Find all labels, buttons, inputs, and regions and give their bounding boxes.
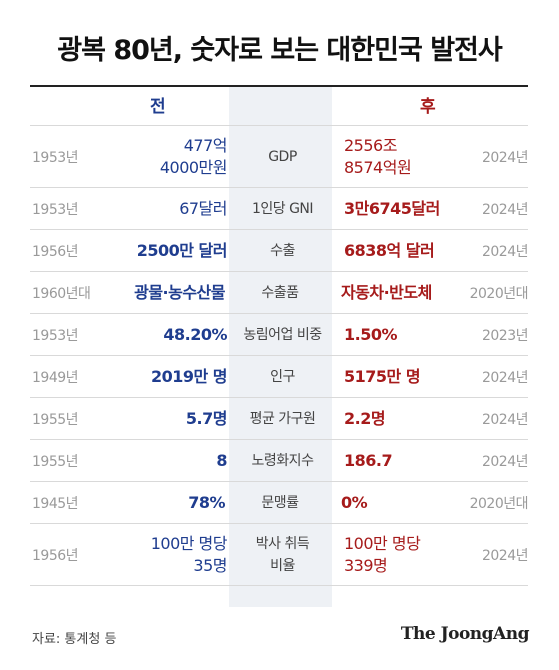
table-row: 1960년대 광물·농수산물 수출품 자동차·반도체 2020년대 — [30, 271, 529, 313]
table-row: 1953년 477억 4000만원 GDP 2556조 8574억원 2024년 — [30, 125, 529, 187]
after-year: 2020년대 — [469, 285, 529, 302]
before-year: 1956년 — [32, 547, 79, 564]
indicator-label: 농림어업 비중 — [243, 326, 322, 343]
before-year: 1956년 — [32, 243, 79, 260]
indicator-label: 노령화지수 — [251, 452, 314, 469]
before-year: 1955년 — [32, 453, 79, 470]
table-row: 1953년 67달러 1인당 GNI 3만6745달러 2024년 — [30, 187, 529, 229]
table-row: 1953년 48.20% 농림어업 비중 1.50% 2023년 — [30, 313, 529, 355]
before-year: 1955년 — [32, 411, 79, 428]
after-value: 3만6745달러 — [344, 198, 440, 218]
source-note: 자료: 통계청 등 — [32, 632, 117, 647]
after-value: 6838억 달러 — [344, 240, 435, 260]
indicator-label: 평균 가구원 — [249, 410, 316, 427]
after-value: 100만 명당 339명 — [344, 533, 421, 575]
before-year: 1953년 — [32, 201, 79, 218]
after-value: 자동차·반도체 — [340, 282, 432, 302]
before-value: 48.20% — [163, 324, 227, 344]
table-row: 1955년 5.7명 평균 가구원 2.2명 2024년 — [30, 397, 529, 439]
indicator-label: 인구 — [270, 368, 295, 385]
before-value: 2019만 명 — [150, 366, 228, 386]
indicator-label: 1인당 GNI — [251, 200, 314, 217]
after-value: 0% — [340, 492, 368, 512]
before-year: 1953년 — [32, 327, 79, 344]
after-header: 후 — [420, 97, 436, 117]
after-value: 186.7 — [344, 450, 393, 470]
indicator-label: 박사 취득 비율 — [255, 535, 310, 574]
after-year: 2023년 — [481, 327, 529, 344]
table-row: 1955년 8 노령화지수 186.7 2024년 — [30, 439, 529, 481]
before-year: 1949년 — [32, 369, 79, 386]
table-row: 1956년 2500만 달러 수출 6838억 달러 2024년 — [30, 229, 529, 271]
after-year: 2024년 — [481, 411, 529, 428]
after-value: 2556조 8574억원 — [344, 135, 412, 177]
after-year: 2024년 — [481, 547, 529, 564]
before-value: 67달러 — [179, 198, 227, 218]
after-year: 2024년 — [481, 369, 529, 386]
before-header: 전 — [150, 97, 166, 117]
table-row: 1949년 2019만 명 인구 5175만 명 2024년 — [30, 355, 529, 397]
before-year: 1945년 — [32, 495, 79, 512]
after-value: 2.2명 — [344, 408, 386, 428]
before-value: 477억 4000만원 — [159, 135, 228, 177]
before-value: 8 — [216, 450, 227, 470]
comparison-table: 1953년 477억 4000만원 GDP 2556조 8574억원 2024년 1… — [30, 125, 529, 586]
publisher-logo: The JoongAng — [400, 624, 530, 644]
before-value: 100만 명당 35명 — [150, 533, 228, 575]
before-value: 광물·농수산물 — [134, 282, 225, 302]
after-year: 2020년대 — [469, 495, 529, 512]
before-value: 5.7명 — [185, 408, 228, 428]
top-rule — [30, 85, 528, 87]
after-year: 2024년 — [481, 149, 529, 166]
after-value: 5175만 명 — [344, 366, 421, 386]
center-column-band — [229, 87, 332, 607]
page-title: 광복 80년, 숫자로 보는 대한민국 발전사 — [57, 35, 502, 66]
after-year: 2024년 — [481, 453, 529, 470]
indicator-label: 수출품 — [261, 284, 299, 301]
table-row: 1956년 100만 명당 35명 박사 취득 비율 100만 명당 339명 202… — [30, 523, 529, 586]
indicator-label: GDP — [268, 148, 297, 165]
after-year: 2024년 — [481, 201, 529, 218]
indicator-label: 수출 — [270, 242, 295, 259]
before-year: 1960년대 — [32, 285, 91, 302]
before-value: 2500만 달러 — [136, 240, 228, 260]
indicator-label: 문맹률 — [261, 494, 299, 511]
after-value: 1.50% — [344, 324, 398, 344]
before-value: 78% — [188, 492, 225, 512]
after-year: 2024년 — [481, 243, 529, 260]
table-row: 1945년 78% 문맹률 0% 2020년대 — [30, 481, 529, 523]
before-year: 1953년 — [32, 149, 79, 166]
